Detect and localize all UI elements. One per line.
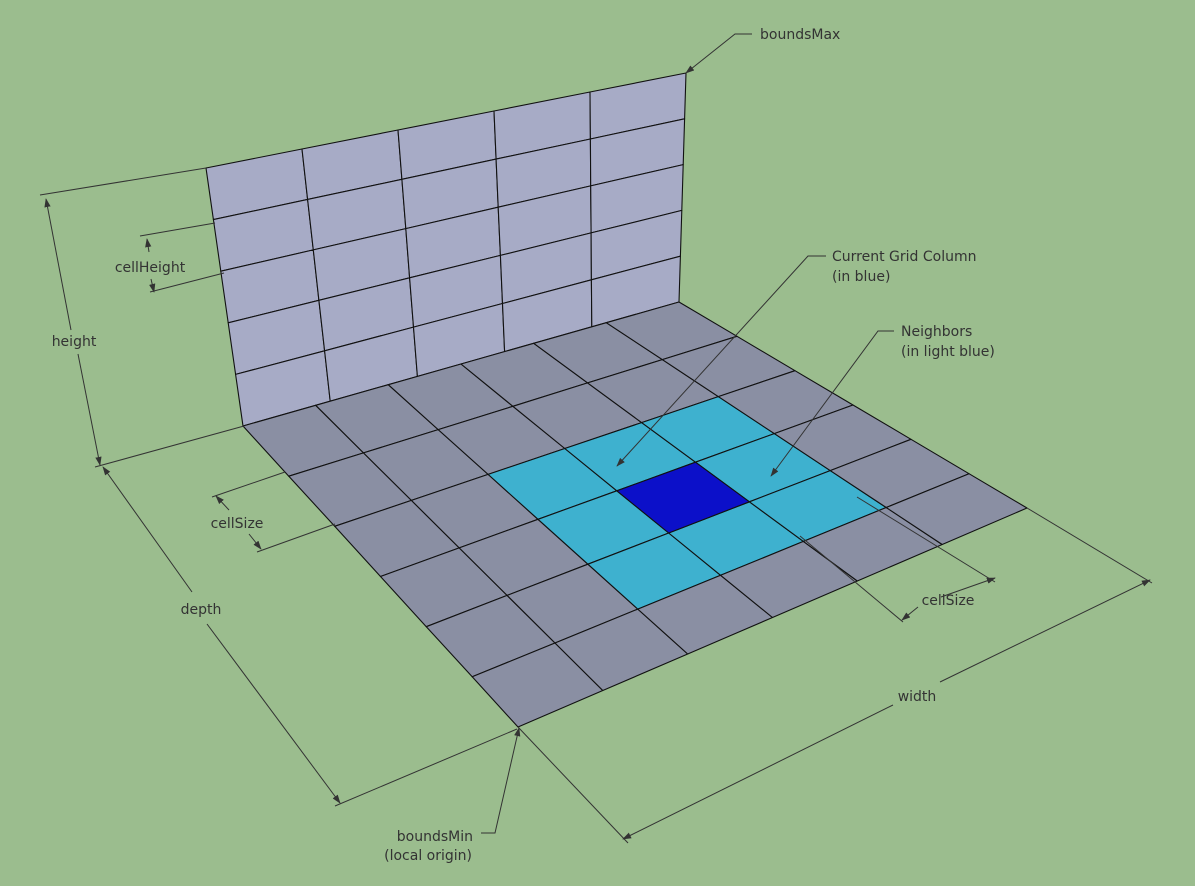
width-extension-right	[1026, 507, 1153, 584]
bounds-max-callout: boundsMax	[685, 27, 840, 74]
cell-height-label: cellHeight	[115, 260, 186, 276]
cell-height-dimension: cellHeight	[115, 222, 225, 293]
cell-size-right-arrow-bottom	[901, 606, 919, 621]
height-extension-top	[39, 167, 207, 196]
cell-height-extension-bottom	[149, 272, 225, 293]
height-dimension: height	[39, 167, 245, 468]
cell-size-left-label: cellSize	[211, 516, 264, 532]
cell-size-right-extension-top	[856, 496, 996, 583]
cell-size-right-label: cellSize	[922, 593, 975, 609]
depth-label: depth	[181, 602, 222, 618]
cell-size-left-dimension: cellSize	[211, 471, 336, 553]
bounds-min-label-line1: boundsMin	[397, 829, 473, 845]
neighbors-leader	[770, 330, 894, 477]
bounds-max-label: boundsMax	[760, 27, 840, 43]
depth-extension-front	[334, 728, 518, 807]
cell-size-right-extension-bottom	[799, 535, 904, 623]
depth-arrow-top	[102, 466, 193, 593]
bounds-min-callout: boundsMin (local origin)	[384, 727, 521, 864]
cell-height-extension-top	[139, 222, 216, 237]
depth-dimension: depth	[102, 466, 518, 807]
cell-height-arrow-top	[145, 238, 152, 253]
cell-height-arrow-bottom	[149, 278, 156, 293]
width-arrow-left	[622, 704, 894, 840]
depth-arrow-bottom	[206, 623, 341, 804]
bounds-min-label-line2: (local origin)	[384, 848, 472, 864]
width-extension-front	[517, 726, 629, 844]
width-dimension: width	[517, 507, 1153, 844]
cell-size-left-extension-top	[211, 471, 286, 498]
bounds-min-leader	[481, 727, 521, 834]
current-column-callout: Current Grid Column (in blue)	[616, 249, 976, 467]
neighbors-callout: Neighbors (in light blue)	[770, 324, 995, 477]
current-column-leader	[616, 255, 826, 467]
cell-size-right-dimension: cellSize	[799, 496, 996, 623]
cell-size-left-extension-bottom	[256, 523, 336, 553]
height-extension-bottom	[94, 425, 245, 468]
height-label: height	[52, 334, 97, 350]
neighbors-label-line2: (in light blue)	[901, 344, 995, 360]
width-label: width	[898, 689, 937, 705]
height-arrow-top	[44, 198, 72, 331]
height-arrow-bottom	[77, 353, 102, 466]
current-column-label-line2: (in blue)	[832, 269, 890, 285]
neighbors-label-line1: Neighbors	[901, 324, 972, 340]
cell-size-left-arrow-bottom	[248, 533, 262, 550]
current-grid-column-cell	[616, 461, 750, 534]
width-arrow-right	[939, 579, 1151, 683]
current-column-label-line1: Current Grid Column	[832, 249, 976, 265]
floor-grid	[242, 301, 1028, 728]
cell-size-left-arrow-top	[215, 495, 230, 511]
wall-grid	[205, 72, 687, 427]
cell-size-right-arrow-top	[940, 577, 996, 598]
bounds-max-leader	[685, 33, 752, 74]
